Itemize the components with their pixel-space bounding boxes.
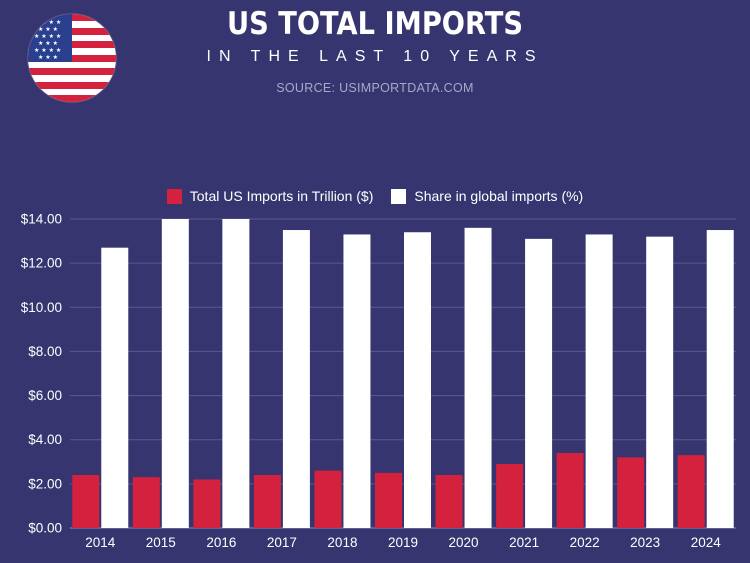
legend-swatch-imports: [166, 188, 182, 204]
legend-label-imports: Total US Imports in Trillion ($): [189, 188, 374, 204]
bar-share-2016: [222, 219, 250, 528]
x-tick-label: 2018: [327, 535, 357, 550]
svg-text:★ ★ ★: ★ ★ ★: [38, 40, 58, 47]
x-tick-label: 2014: [85, 535, 116, 550]
bar-share-2017: [282, 230, 310, 529]
bar-imports-2014: [72, 475, 100, 528]
bar-share-2021: [525, 238, 553, 528]
svg-text:★ ★ ★ ★: ★ ★ ★ ★: [34, 47, 61, 54]
bar-share-2022: [585, 234, 613, 528]
bar-imports-2022: [556, 452, 584, 528]
bar-share-2019: [404, 232, 431, 528]
bar-imports-2017: [253, 475, 281, 528]
y-tick-label: $14.00: [21, 212, 62, 227]
bar-imports-2020: [435, 475, 463, 528]
legend-label-share: Share in global imports (%): [414, 188, 584, 204]
x-tick-label: 2023: [630, 535, 660, 550]
x-tick-label: 2015: [146, 535, 176, 550]
legend-item-share: Share in global imports (%): [391, 188, 583, 204]
chart-legend: Total US Imports in Trillion ($) Share i…: [0, 188, 750, 204]
y-tick-label: $6.00: [28, 388, 62, 403]
bar-imports-2021: [496, 463, 524, 528]
bar-share-2020: [464, 227, 492, 529]
svg-text:★ ★ ★: ★ ★ ★: [38, 26, 58, 33]
x-tick-label: 2021: [509, 535, 539, 550]
y-tick-label: $8.00: [28, 344, 62, 359]
svg-text:★ ★ ★ ★: ★ ★ ★ ★: [34, 19, 61, 26]
bar-share-2024: [706, 230, 734, 529]
y-tick-label: $4.00: [28, 432, 62, 447]
y-tick-label: $2.00: [28, 476, 62, 491]
bar-imports-2019: [375, 472, 402, 528]
page-subtitle: IN THE LAST 10 YEARS: [206, 48, 544, 65]
legend-item-imports: Total US Imports in Trillion ($): [166, 188, 374, 204]
x-tick-label: 2024: [691, 535, 722, 550]
y-tick-label: $12.00: [21, 256, 62, 271]
x-tick-label: 2020: [449, 535, 479, 550]
bar-imports-2023: [617, 457, 645, 528]
bar-share-2018: [343, 234, 371, 528]
page-title: US TOTAL IMPORTS: [226, 6, 524, 42]
x-tick-label: 2019: [388, 535, 418, 550]
legend-swatch-share: [391, 188, 407, 204]
bar-imports-2016: [193, 479, 221, 528]
source-note: SOURCE: USIMPORTDATA.COM: [276, 81, 474, 95]
x-tick-label: 2022: [570, 535, 600, 550]
bar-imports-2015: [132, 477, 160, 528]
x-tick-label: 2017: [267, 535, 297, 550]
bar-chart: $0.00 $2.00 $4.00 $6.00 $8.00 $10.00 $12.00 $14…: [21, 212, 736, 550]
x-tick-label: 2016: [206, 535, 236, 550]
bar-share-2023: [646, 236, 674, 528]
bar-share-2015: [161, 219, 189, 528]
bar-imports-2024: [677, 455, 705, 528]
svg-text:★ ★ ★: ★ ★ ★: [38, 54, 58, 61]
bar-imports-2018: [314, 470, 342, 528]
y-tick-label: $10.00: [21, 300, 62, 315]
y-tick-label: $0.00: [28, 521, 62, 536]
svg-text:★ ★ ★ ★: ★ ★ ★ ★: [34, 33, 61, 40]
bar-share-2014: [101, 247, 129, 528]
